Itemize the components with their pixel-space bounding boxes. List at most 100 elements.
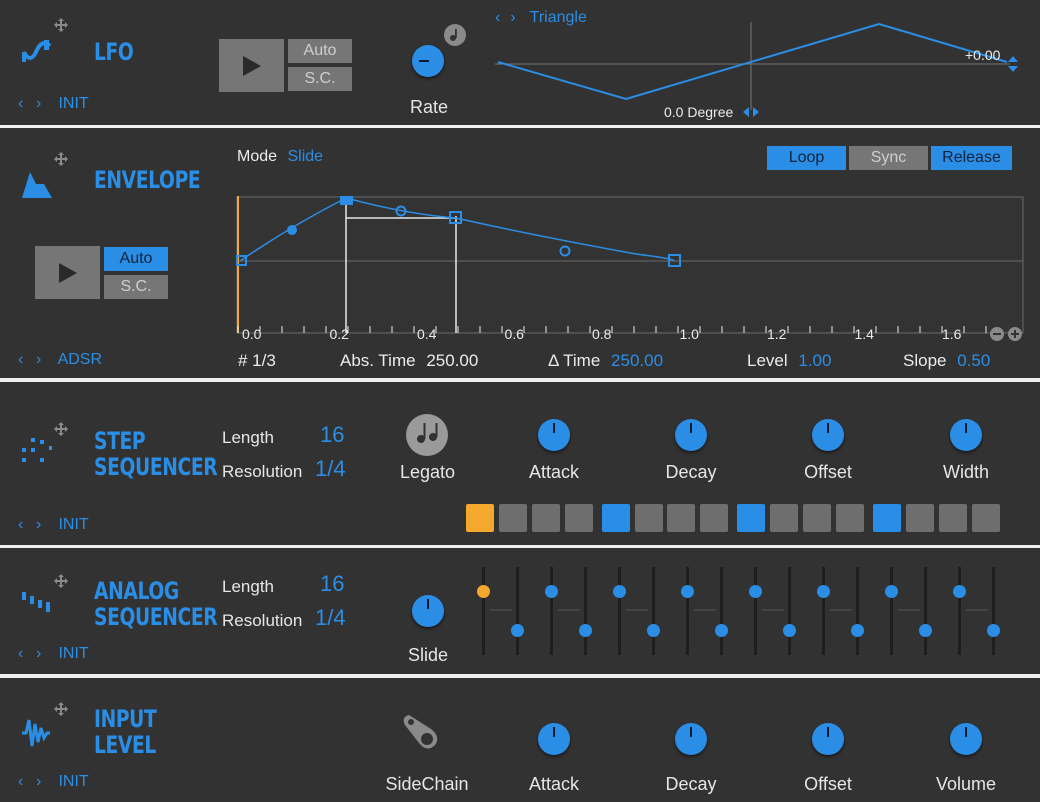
resolution-value[interactable]: 1/4 — [315, 605, 346, 630]
waveform-name[interactable]: Triangle — [529, 9, 587, 26]
next-wave-icon[interactable]: › — [510, 9, 516, 26]
prev-preset-icon[interactable]: ‹ — [18, 773, 24, 790]
step-cell[interactable] — [835, 504, 864, 532]
auto-button[interactable]: Auto — [288, 39, 352, 63]
prev-preset-icon[interactable]: ‹ — [18, 95, 24, 112]
zoom-in-icon[interactable] — [1008, 327, 1022, 341]
next-preset-icon[interactable]: › — [36, 773, 42, 790]
play-button[interactable] — [35, 246, 100, 299]
step-slider[interactable] — [851, 567, 864, 655]
sync-button[interactable]: Sync — [849, 146, 928, 170]
move-handle-icon[interactable] — [54, 422, 68, 436]
sidechain-button[interactable]: S.C. — [104, 275, 168, 299]
step-slider[interactable] — [647, 567, 660, 655]
move-handle-icon[interactable] — [54, 574, 68, 588]
zoom-out-icon[interactable] — [990, 327, 1004, 341]
step-slider[interactable] — [579, 567, 592, 655]
slider-thumb[interactable] — [715, 624, 728, 637]
note-sync-icon[interactable] — [444, 24, 466, 46]
lfo-waveform-display[interactable] — [495, 20, 1025, 125]
step-slider[interactable] — [681, 567, 694, 655]
step-cell[interactable] — [803, 504, 831, 532]
step-cell[interactable] — [770, 504, 799, 532]
release-button[interactable]: Release — [931, 146, 1012, 170]
slider-thumb[interactable] — [851, 624, 864, 637]
move-handle-icon[interactable] — [54, 18, 68, 32]
prev-preset-icon[interactable]: ‹ — [18, 351, 24, 368]
step-slider[interactable] — [477, 567, 490, 655]
envelope-point[interactable] — [236, 255, 247, 266]
slider-thumb[interactable] — [579, 624, 592, 637]
step-cell[interactable] — [601, 504, 630, 532]
step-cell[interactable] — [971, 504, 1000, 532]
step-cell[interactable] — [498, 504, 527, 532]
envelope-curve-handle[interactable] — [395, 205, 407, 217]
step-cell[interactable] — [634, 504, 663, 532]
envelope-editor[interactable] — [236, 196, 1026, 346]
slide-knob[interactable] — [412, 595, 444, 627]
slider-thumb[interactable] — [987, 624, 1000, 637]
attack-knob[interactable] — [538, 723, 570, 755]
step-slider[interactable] — [987, 567, 1000, 655]
next-preset-icon[interactable]: › — [36, 516, 42, 533]
mode-value[interactable]: Slide — [287, 148, 324, 165]
step-slider[interactable] — [511, 567, 524, 655]
slope-value[interactable]: 0.50 — [957, 351, 991, 370]
step-cell[interactable] — [938, 504, 967, 532]
envelope-point[interactable] — [449, 211, 462, 224]
envelope-curve-handle[interactable] — [287, 225, 297, 235]
length-value[interactable]: 16 — [320, 571, 345, 596]
decay-knob[interactable] — [675, 723, 707, 755]
preset-name[interactable]: INIT — [58, 95, 89, 112]
next-preset-icon[interactable]: › — [36, 645, 42, 662]
next-preset-icon[interactable]: › — [36, 351, 42, 368]
step-cell[interactable] — [466, 504, 494, 532]
slider-thumb[interactable] — [511, 624, 524, 637]
slider-thumb[interactable] — [545, 585, 558, 598]
step-cell[interactable] — [737, 504, 766, 532]
slider-thumb[interactable] — [749, 585, 762, 598]
slider-thumb[interactable] — [953, 585, 966, 598]
phase-stepper-icon[interactable] — [741, 106, 761, 118]
step-slider[interactable] — [613, 567, 626, 655]
offset-knob[interactable] — [812, 419, 844, 451]
step-cell[interactable] — [667, 504, 696, 532]
preset-name[interactable]: INIT — [58, 645, 89, 662]
length-value[interactable]: 16 — [320, 422, 345, 447]
step-slider[interactable] — [783, 567, 796, 655]
slider-thumb[interactable] — [783, 624, 796, 637]
sidechain-button[interactable]: S.C. — [288, 67, 352, 91]
loop-button[interactable]: Loop — [767, 146, 846, 170]
prev-preset-icon[interactable]: ‹ — [18, 645, 24, 662]
delta-time-value[interactable]: 250.00 — [611, 351, 664, 370]
step-cell[interactable] — [531, 504, 560, 532]
step-cell[interactable] — [564, 504, 593, 532]
play-button[interactable] — [219, 39, 284, 92]
slider-thumb[interactable] — [885, 585, 898, 598]
resolution-value[interactable]: 1/4 — [315, 456, 346, 481]
envelope-point-selected[interactable] — [340, 196, 353, 205]
envelope-curve-handle[interactable] — [559, 245, 571, 257]
sidechain-plug-icon[interactable] — [401, 711, 445, 753]
preset-name[interactable]: INIT — [58, 773, 89, 790]
slider-thumb[interactable] — [681, 585, 694, 598]
step-slider[interactable] — [885, 567, 898, 655]
next-preset-icon[interactable]: › — [36, 95, 42, 112]
width-knob[interactable] — [950, 419, 982, 451]
slider-thumb[interactable] — [647, 624, 660, 637]
decay-knob[interactable] — [675, 419, 707, 451]
attack-knob[interactable] — [538, 419, 570, 451]
value-stepper-icon[interactable] — [1007, 54, 1019, 74]
slider-thumb[interactable] — [817, 585, 830, 598]
preset-name[interactable]: INIT — [58, 516, 89, 533]
envelope-point[interactable] — [668, 254, 681, 267]
rate-knob[interactable] — [412, 45, 444, 77]
move-handle-icon[interactable] — [54, 702, 68, 716]
step-slider[interactable] — [715, 567, 728, 655]
step-cell[interactable] — [700, 504, 729, 532]
volume-knob[interactable] — [950, 723, 982, 755]
step-slider[interactable] — [953, 567, 966, 655]
slider-thumb[interactable] — [613, 585, 626, 598]
level-value[interactable]: 1.00 — [798, 351, 832, 370]
slider-thumb[interactable] — [477, 585, 490, 598]
